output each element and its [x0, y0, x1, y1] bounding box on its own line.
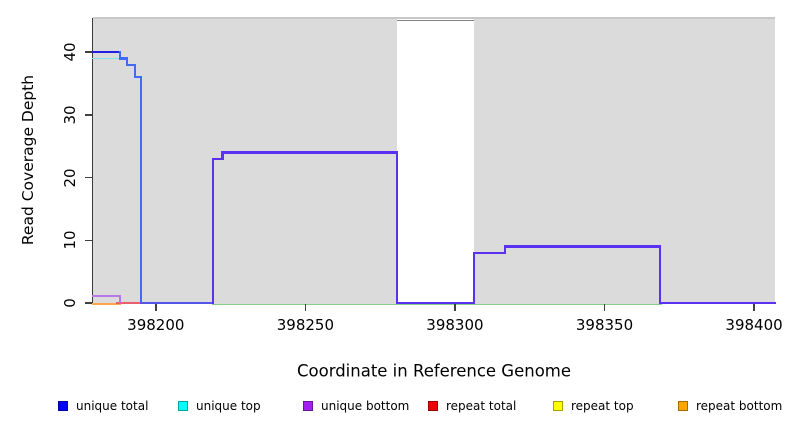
legend-item-repeat-bottom: repeat bottom [678, 399, 782, 413]
legend-label: repeat total [446, 399, 517, 413]
legend-swatch-icon [178, 401, 188, 411]
top-rule-full [93, 17, 775, 20]
y-tick [84, 302, 92, 304]
x-tick-label: 398250 [276, 315, 335, 334]
y-tick [84, 114, 92, 116]
unique-total-steps-seg [133, 76, 142, 79]
x-axis-title: Coordinate in Reference Genome [296, 361, 572, 381]
coverage-plateau-seg [211, 157, 224, 160]
coverage-plateau-seg [211, 157, 214, 305]
unique-bottom-line-seg [92, 295, 121, 297]
coverage-plateau-seg [221, 151, 224, 160]
zero-baseline-green-seg [211, 303, 663, 306]
legend-label: unique total [76, 399, 149, 413]
coverage-plateau-seg [504, 245, 662, 248]
y-tick [84, 51, 92, 53]
legend-label: unique bottom [321, 399, 410, 413]
legend-item-repeat-total: repeat total [428, 399, 516, 413]
legend-item-unique-bottom: unique bottom [303, 399, 409, 413]
unique-total-steps-seg [118, 51, 121, 60]
x-tick [603, 304, 606, 311]
legend-swatch-icon [303, 401, 313, 411]
y-tick [84, 176, 92, 179]
legend-label: unique top [196, 399, 261, 413]
legend-label: repeat top [571, 399, 634, 413]
coverage-plateau-seg [504, 245, 507, 254]
zero-baseline-left-seg [139, 302, 214, 304]
y-tick-label: 10 [61, 230, 79, 250]
unique-total-steps-seg [139, 76, 142, 305]
x-tick-label: 398400 [725, 315, 783, 334]
unique-total-steps-seg [118, 57, 129, 60]
coverage-plateau-seg [472, 251, 476, 305]
coverage-plateau-seg [472, 251, 507, 254]
repeat-total-line-seg [116, 302, 144, 304]
unique-bottom-line-seg [119, 295, 121, 304]
x-tick [304, 304, 307, 311]
legend-swatch-icon [58, 401, 68, 411]
coverage-plateau-seg [659, 245, 662, 305]
y-tick-label: 0 [61, 298, 79, 308]
y-axis-title: Read Coverage Depth [19, 74, 37, 246]
legend-item-unique-total: unique total [58, 399, 148, 413]
coverage-plateau-seg [395, 151, 398, 305]
unique-total-line-seg [92, 51, 121, 54]
y-tick [84, 239, 92, 242]
legend-item-unique-top: unique top [178, 399, 261, 413]
unique-total-steps-seg [126, 63, 136, 66]
coverage-plateau-seg [659, 301, 777, 305]
y-tick-label: 20 [61, 168, 79, 188]
x-tick-label: 398200 [127, 315, 185, 334]
unique-top-line-seg [92, 57, 121, 60]
unshaded-gap [396, 19, 475, 304]
x-tick [155, 304, 157, 311]
legend-item-repeat-top: repeat top [553, 399, 634, 413]
repeat-bottom-line-seg [92, 303, 121, 305]
y-tick-label: 30 [61, 105, 79, 125]
top-rule-gap [396, 19, 475, 22]
coverage-plateau-seg [395, 301, 476, 305]
x-tick [454, 304, 456, 311]
legend-label: repeat bottom [696, 399, 783, 413]
x-tick-label: 398350 [575, 315, 634, 334]
shaded-region-right [474, 19, 775, 304]
x-tick [753, 304, 755, 311]
unique-total-steps-seg [133, 63, 136, 79]
y-tick-label: 40 [61, 42, 79, 62]
y-axis-line [91, 18, 93, 305]
coverage-plateau-seg [221, 151, 398, 154]
legend-swatch-icon [428, 401, 438, 411]
unique-total-steps-seg [126, 57, 129, 66]
legend-swatch-icon [678, 401, 688, 411]
legend-swatch-icon [553, 401, 563, 411]
shaded-region-left [93, 19, 397, 304]
x-tick-label: 398300 [426, 315, 484, 334]
